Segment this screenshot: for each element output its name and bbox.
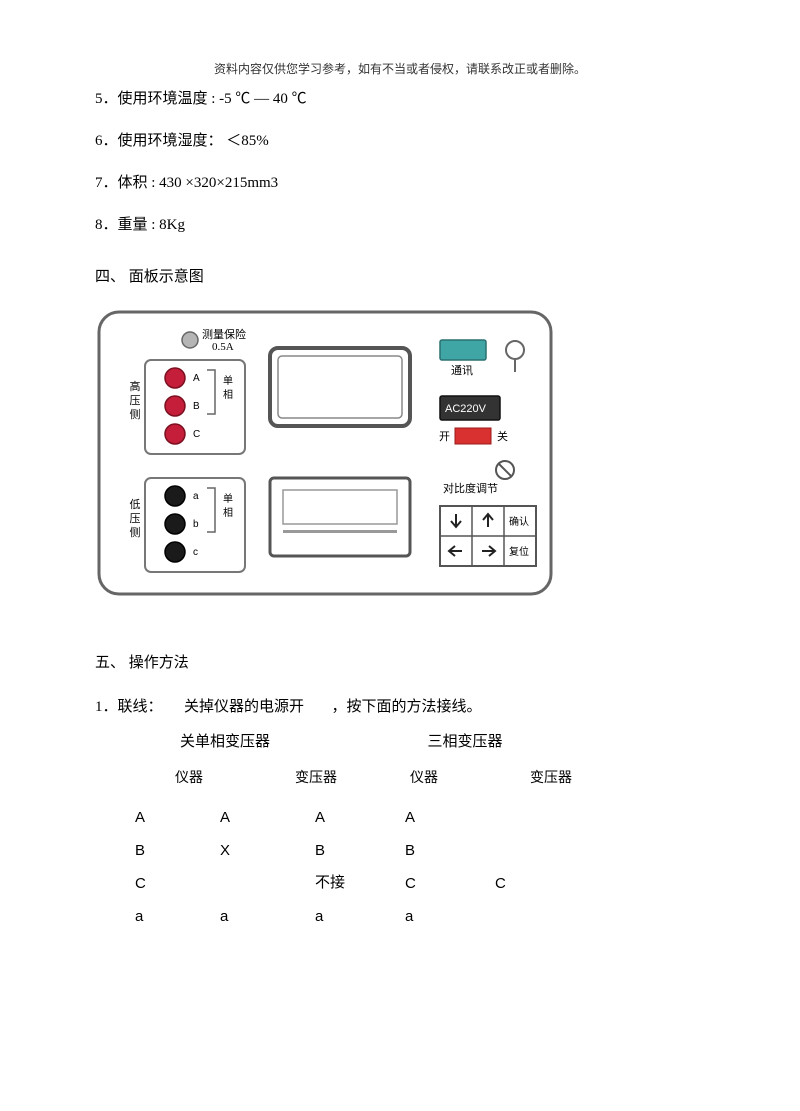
spec-8: 8．重量 : 8Kg: [95, 213, 705, 237]
svg-text:压: 压: [130, 394, 141, 407]
svg-text:单: 单: [223, 375, 233, 387]
op1-sub1: 关单相变压器: [180, 734, 270, 750]
svg-text:侧: 侧: [130, 526, 141, 539]
table-row: A A A A: [115, 801, 705, 834]
svg-text:A: A: [193, 373, 200, 384]
op1-subline: 关单相变压器 三相变压器: [95, 729, 705, 756]
svg-text:低: 低: [130, 498, 141, 511]
section4-title: 四、 面板示意图: [95, 265, 705, 286]
svg-text:对比度调节: 对比度调节: [443, 481, 498, 495]
panel-diagram: 测量保险 0.5A 高 压 侧 A B C 单 相 低 压 侧 a b c 单 …: [95, 308, 555, 598]
op1-mid1: 关掉仪器的电源开: [184, 699, 304, 715]
wiring-table: 仪器 变压器 仪器 变压器 A A A A B X B B C 不接 C C a…: [115, 764, 705, 933]
svg-text:a: a: [193, 491, 199, 502]
spec-6: 6．使用环境湿度： ＜85%: [95, 129, 705, 153]
op1-mid2: ，按下面的方法接线。: [332, 699, 482, 715]
svg-text:通讯: 通讯: [451, 364, 473, 377]
fuse-label1: 测量保险: [202, 327, 246, 341]
svg-text:高: 高: [130, 379, 141, 393]
svg-text:相: 相: [223, 388, 233, 401]
svg-text:单: 单: [223, 493, 233, 505]
svg-text:确认: 确认: [509, 515, 529, 528]
svg-text:压: 压: [130, 512, 141, 525]
op1-sub2: 三相变压器: [428, 734, 503, 750]
header-note: 资料内容仅供您学习参考，如有不当或者侵权，请联系改正或者删除。: [95, 60, 705, 77]
svg-text:AC220V: AC220V: [445, 403, 487, 415]
svg-text:关: 关: [497, 429, 508, 443]
table-row: B X B B: [115, 834, 705, 867]
spec-5: 5．使用环境温度 : -5 ℃ — 40 ℃: [95, 87, 705, 111]
table-headers: 仪器 变压器 仪器 变压器: [115, 764, 705, 795]
svg-text:侧: 侧: [130, 408, 141, 421]
svg-text:b: b: [193, 519, 199, 530]
svg-text:C: C: [193, 429, 200, 440]
fuse-label2: 0.5A: [212, 341, 234, 353]
svg-text:复位: 复位: [509, 545, 529, 558]
svg-text:B: B: [193, 401, 200, 412]
op1-prefix: 1．联线：: [95, 699, 163, 715]
svg-text:c: c: [193, 547, 198, 558]
table-row: a a a a: [115, 900, 705, 933]
spec-7: 7．体积 : 430 ×320×215mm3: [95, 171, 705, 195]
svg-text:相: 相: [223, 506, 233, 519]
op1-line: 1．联线： 关掉仪器的电源开 ，按下面的方法接线。: [95, 694, 705, 721]
section5-title: 五、 操作方法: [95, 651, 705, 672]
table-row: C 不接 C C: [115, 867, 705, 900]
svg-text:开: 开: [439, 431, 450, 443]
